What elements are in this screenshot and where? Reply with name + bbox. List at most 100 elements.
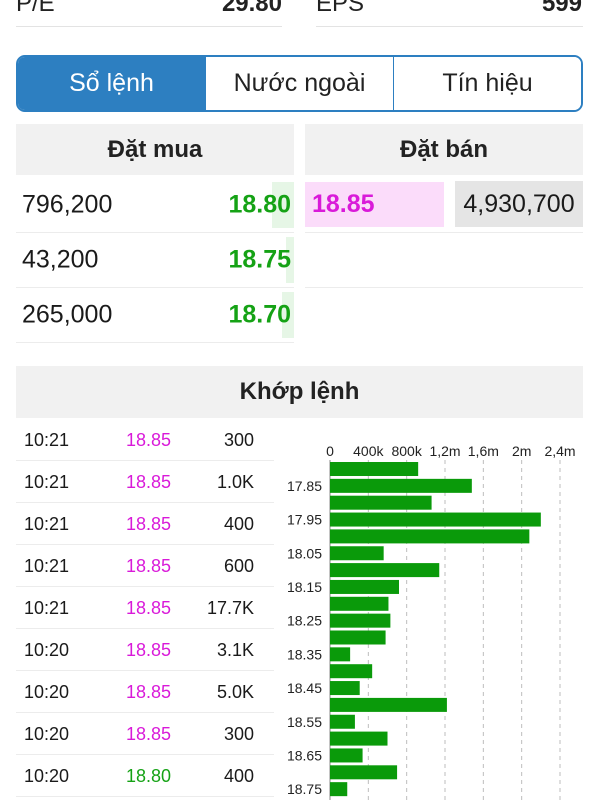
trade-time: 10:21: [24, 514, 70, 534]
volume-bar: [330, 681, 360, 696]
tab-foreign[interactable]: Nước ngoài: [205, 57, 393, 110]
trade-price: 18.85: [126, 514, 172, 534]
trade-price: 18.85: [126, 556, 172, 576]
trade-price: 18.85: [126, 682, 172, 702]
trade-row: 10:20 18.85 300: [16, 713, 274, 755]
tab-order-book[interactable]: Sổ lệnh: [18, 57, 205, 110]
trade-price: 18.85: [126, 430, 172, 450]
eps-label: EPS: [316, 0, 365, 17]
x-tick-label: 0: [326, 443, 334, 459]
trade-qty: 400: [223, 766, 254, 786]
bid-header: Đặt mua: [16, 124, 294, 175]
volume-bar: [330, 782, 348, 797]
bid-price: 18.70: [228, 300, 291, 329]
y-tick-label: 18.45: [287, 680, 322, 696]
y-tick-label: 17.85: [287, 478, 322, 494]
eps-value: 599: [541, 0, 582, 17]
trade-time: 10:20: [24, 766, 70, 786]
bid-row[interactable]: 796,200 18.80: [16, 178, 294, 233]
trade-qty: 300: [223, 724, 254, 744]
x-tick-label: 2,4m: [544, 443, 575, 459]
volume-bar: [330, 714, 355, 729]
trade-time: 10:21: [24, 598, 70, 618]
y-tick-label: 18.15: [287, 579, 322, 595]
volume-bar: [330, 664, 373, 679]
volume-bar: [330, 731, 388, 746]
trade-qty: 1.0K: [216, 472, 254, 492]
volume-bar: [330, 462, 419, 476]
x-tick-label: 400k: [353, 443, 384, 459]
ask-price[interactable]: 18.85: [305, 182, 444, 227]
trade-price: 18.85: [126, 472, 172, 492]
trade-row: 10:21 18.85 1.0K: [16, 461, 274, 503]
y-tick-label: 18.55: [287, 714, 322, 730]
stats-divider: [316, 26, 583, 27]
bid-depth-bar: [282, 292, 294, 338]
bid-volume: 265,000: [22, 300, 113, 329]
x-tick-label: 1,6m: [468, 443, 499, 459]
trade-row: 10:20 18.85 3.1K: [16, 629, 274, 671]
stats-row: P/E 29.80 EPS 599: [0, 0, 600, 34]
trade-row: 10:21 18.85 400: [16, 503, 274, 545]
y-tick-label: 18.65: [287, 747, 322, 763]
volume-bar: [330, 529, 530, 544]
y-tick-label: 18.35: [287, 646, 322, 662]
trade-row: 10:20 18.85 5.0K: [16, 671, 274, 713]
trade-price: 18.80: [126, 766, 172, 786]
trade-qty: 5.0K: [216, 682, 254, 702]
volume-bar: [330, 765, 398, 780]
volume-bar: [330, 579, 399, 594]
tab-signals[interactable]: Tín hiệu: [393, 57, 581, 110]
volume-bar: [330, 563, 440, 578]
y-tick-label: 17.95: [287, 512, 322, 528]
volume-bar: [330, 613, 391, 628]
ask-divider: [305, 287, 583, 288]
trade-row: 10:21 18.85 300: [16, 419, 274, 461]
x-tick-label: 1,2m: [429, 443, 460, 459]
stats-divider: [16, 26, 282, 27]
trade-qty: 600: [223, 556, 254, 576]
bid-depth-bar: [272, 182, 294, 228]
trade-time: 10:21: [24, 556, 70, 576]
ask-divider: [305, 232, 583, 233]
matched-orders-header: Khớp lệnh: [16, 366, 583, 418]
trade-price: 18.85: [126, 724, 172, 744]
pe-value: 29.80: [221, 0, 282, 17]
volume-bar: [330, 495, 432, 510]
trade-row: 10:21 18.85 600: [16, 545, 274, 587]
ask-header: Đặt bán: [305, 124, 583, 175]
volume-bar: [330, 697, 447, 712]
volume-by-price-chart: 0 400k 800k 1,2m 1,6m 2m 2,4m 17.85 17.95 18.05 18…: [287, 443, 576, 800]
volume-bar: [330, 546, 384, 561]
volume-bar: [330, 512, 541, 527]
trade-price: 18.85: [126, 598, 172, 618]
bid-depth-bar: [286, 237, 294, 283]
bid-row[interactable]: 43,200 18.75: [16, 233, 294, 288]
x-tick-label: 2m: [512, 443, 531, 459]
x-tick-label: 800k: [391, 443, 422, 459]
volume-bar: [330, 478, 472, 493]
bid-volume: 43,200: [22, 245, 99, 274]
trade-time: 10:20: [24, 682, 70, 702]
trade-row: 10:20 18.80 400: [16, 755, 274, 797]
bid-price: 18.75: [228, 245, 291, 274]
bid-price: 18.80: [228, 190, 291, 219]
bid-row[interactable]: 265,000 18.70: [16, 288, 294, 343]
trade-qty: 400: [223, 514, 254, 534]
y-tick-label: 18.75: [287, 781, 322, 797]
tab-bar: Sổ lệnh Nước ngoài Tín hiệu: [16, 55, 583, 112]
trade-time: 10:21: [24, 430, 70, 450]
trade-row: 10:21 18.85 17.7K: [16, 587, 274, 629]
trade-time: 10:21: [24, 472, 70, 492]
volume-bar: [330, 596, 389, 611]
y-tick-label: 18.05: [287, 545, 322, 561]
trade-price: 18.85: [126, 640, 172, 660]
pe-label: P/E: [16, 0, 55, 17]
trade-time: 10:20: [24, 724, 70, 744]
volume-bar: [330, 748, 363, 763]
ask-volume[interactable]: 4,930,700: [455, 181, 583, 227]
volume-bar: [330, 647, 351, 662]
trade-qty: 17.7K: [206, 598, 254, 618]
bid-volume: 796,200: [22, 190, 113, 219]
trade-qty: 300: [223, 430, 254, 450]
